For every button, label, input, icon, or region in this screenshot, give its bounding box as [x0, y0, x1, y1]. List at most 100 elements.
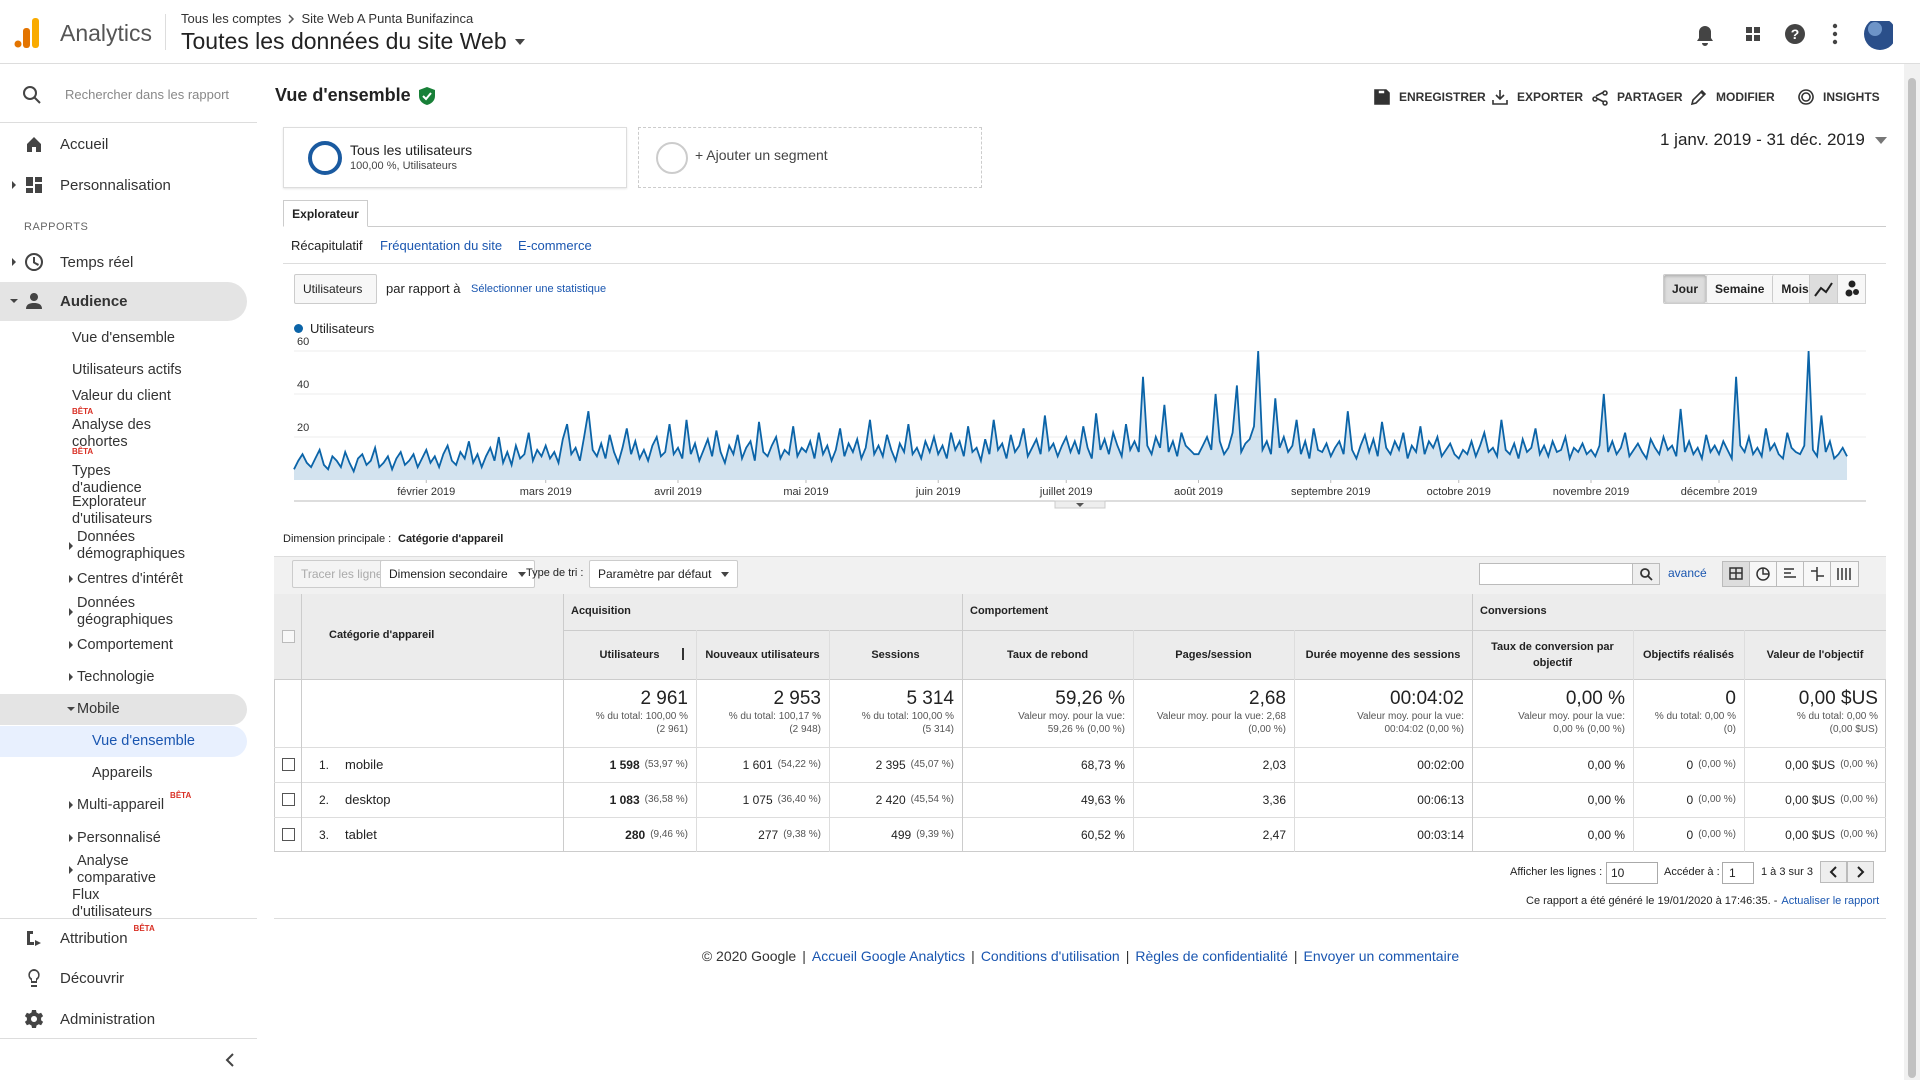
footer-link[interactable]: Conditions d'utilisation — [980, 948, 1120, 964]
footer-link[interactable]: Accueil Google Analytics — [811, 948, 966, 964]
view-bars[interactable] — [1776, 561, 1804, 587]
checkbox[interactable] — [282, 758, 295, 771]
gran-button[interactable]: Jour — [1664, 275, 1707, 303]
row-name[interactable]: desktop — [345, 792, 391, 807]
nav-item[interactable]: Mobile — [77, 689, 227, 729]
date-range[interactable]: 1 janv. 2019 - 31 déc. 2019 — [1660, 130, 1887, 150]
nav-item[interactable]: Vue d'ensemble — [92, 721, 242, 761]
nav-item[interactable]: Données géographiques — [77, 592, 227, 632]
action-button[interactable]: ENREGISTRER — [1373, 88, 1486, 106]
column-header[interactable]: Durée moyenne des sessions — [1294, 630, 1472, 680]
expand-arrow[interactable] — [10, 297, 18, 305]
nav-item[interactable]: Appareils — [92, 753, 242, 793]
nav-item[interactable]: Audience — [60, 281, 250, 321]
nav-item[interactable]: Comportement — [77, 625, 227, 665]
nav-item[interactable]: Utilisateurs actifs — [72, 350, 222, 390]
nav-item[interactable]: Analyse des cohortes BÊTA — [72, 414, 222, 456]
help-icon[interactable] — [1785, 24, 1805, 44]
expand-arrow[interactable] — [67, 608, 75, 616]
motion-chart-button[interactable] — [1837, 274, 1866, 304]
view-pivot[interactable] — [1830, 561, 1859, 587]
nav-item[interactable]: Temps réel — [60, 242, 250, 282]
crumb[interactable]: Tous les comptes — [181, 11, 282, 26]
nav-item[interactable]: Flux d'utilisateurs — [72, 884, 222, 924]
search-button[interactable] — [1632, 563, 1660, 585]
expand-arrow[interactable] — [67, 641, 75, 649]
footer-link[interactable]: Règles de confidentialité — [1135, 948, 1288, 964]
expand-arrow[interactable] — [67, 866, 75, 874]
page-input[interactable]: 1 — [1722, 862, 1754, 884]
nav-item[interactable]: Analyse comparative — [77, 850, 227, 890]
plot-rows[interactable]: Tracer les lignes — [292, 560, 398, 588]
nav-item[interactable]: Explorateur d'utilisateurs — [72, 491, 222, 531]
nav-item[interactable]: Types d'audience — [72, 460, 222, 500]
column-header[interactable]: Pages/session — [1133, 630, 1294, 680]
bell-icon[interactable] — [1697, 26, 1713, 46]
nav-item[interactable]: Découvrir — [60, 958, 250, 998]
crumb[interactable]: Site Web A Punta Bunifazinca — [301, 11, 474, 26]
expand-arrow[interactable] — [67, 834, 75, 842]
rows-select[interactable]: 10 — [1606, 862, 1658, 884]
expand-arrow[interactable] — [67, 575, 75, 583]
nav-item[interactable]: Accueil — [60, 124, 250, 164]
column-header[interactable]: Objectifs réalisés — [1633, 630, 1744, 680]
advanced-link[interactable]: avancé — [1668, 566, 1707, 580]
subtab[interactable]: Récapitulatif — [291, 238, 363, 253]
subtab[interactable]: E-commerce — [518, 238, 592, 253]
view-selector[interactable]: Toutes les données du site Web — [181, 28, 525, 55]
refresh-link[interactable]: Actualiser le rapport — [1781, 895, 1880, 907]
column-header[interactable]: Nouveaux utilisateurs — [696, 630, 829, 680]
action-button[interactable]: INSIGHTS — [1797, 88, 1880, 106]
expand-arrow[interactable] — [10, 258, 18, 266]
expand-arrow[interactable] — [67, 542, 75, 550]
action-button[interactable]: PARTAGER — [1591, 88, 1683, 106]
nav-item[interactable]: Multi-appareil BÊTA — [77, 785, 227, 825]
tab[interactable]: Explorateur — [283, 200, 368, 227]
collapse-button[interactable] — [224, 1053, 236, 1067]
search-input[interactable]: Rechercher dans les rapport — [65, 87, 230, 102]
segment-card[interactable] — [283, 127, 627, 188]
next-page[interactable] — [1847, 861, 1874, 883]
metric-dropdown[interactable]: Utilisateurs — [294, 274, 377, 304]
expand-arrow[interactable] — [67, 705, 75, 713]
checkbox[interactable] — [282, 630, 295, 643]
nav-item[interactable]: Technologie — [77, 657, 227, 697]
sort-dropdown[interactable]: Paramètre par défaut — [589, 560, 739, 588]
subtab[interactable]: Fréquentation du site — [380, 238, 503, 253]
nav-item[interactable]: Valeur du client BÊTA — [72, 376, 222, 417]
menu-icon[interactable] — [1832, 23, 1838, 45]
expand-arrow[interactable] — [67, 801, 75, 809]
nav-item[interactable]: Attribution BÊTA — [60, 918, 250, 958]
apps-icon[interactable] — [1746, 27, 1760, 41]
action-button[interactable]: EXPORTER — [1491, 88, 1583, 106]
column-header[interactable]: Valeur de l'objectif — [1744, 630, 1886, 680]
add-segment[interactable] — [638, 127, 982, 188]
column-header[interactable]: Sessions — [829, 630, 962, 680]
divider — [0, 122, 257, 123]
column-header[interactable]: Utilisateurs — [563, 630, 696, 680]
select-metric[interactable]: Sélectionner une statistique — [471, 283, 607, 295]
sidebar — [0, 64, 257, 1080]
column-header[interactable]: Taux de conversion par objectif — [1472, 630, 1633, 680]
expand-arrow[interactable] — [67, 673, 75, 681]
nav-item[interactable]: Personnalisation — [60, 165, 250, 205]
checkbox[interactable] — [282, 828, 295, 841]
nav-item[interactable]: Vue d'ensemble — [72, 318, 222, 358]
expand-arrow[interactable] — [10, 181, 18, 189]
gran-button[interactable]: Semaine — [1706, 275, 1773, 303]
nav-item[interactable]: Administration — [60, 999, 250, 1039]
prev-page[interactable] — [1820, 861, 1847, 883]
checkbox[interactable] — [282, 793, 295, 806]
column-header[interactable]: Taux de rebond — [962, 630, 1133, 680]
secondary-dimension[interactable]: Dimension secondaire — [380, 560, 535, 588]
header-label: Nouveaux utilisateurs — [705, 649, 820, 661]
scroll-thumb[interactable] — [1908, 78, 1916, 1078]
action-button[interactable]: MODIFIER — [1690, 88, 1775, 106]
row-name[interactable]: tablet — [345, 827, 377, 842]
nav-item[interactable]: Données démographiques — [77, 526, 227, 566]
view-table[interactable] — [1722, 561, 1750, 587]
footer-link[interactable]: Envoyer un commentaire — [1303, 948, 1460, 964]
row-name[interactable]: mobile — [345, 757, 384, 772]
nav-item[interactable]: Centres d'intérêt — [77, 559, 227, 599]
nav-item[interactable]: Personnalisé — [77, 818, 227, 858]
